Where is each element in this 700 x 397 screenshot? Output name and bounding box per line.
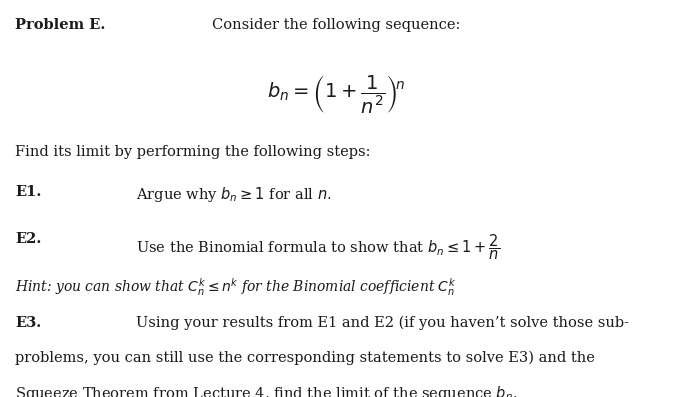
Text: Find its limit by performing the following steps:: Find its limit by performing the followi… bbox=[15, 145, 371, 159]
Text: Consider the following sequence:: Consider the following sequence: bbox=[212, 18, 460, 32]
Text: Argue why $b_n \geq 1$ for all $n$.: Argue why $b_n \geq 1$ for all $n$. bbox=[136, 185, 332, 204]
Text: E1.: E1. bbox=[15, 185, 42, 198]
Text: E2.: E2. bbox=[15, 232, 42, 246]
Text: problems, you can still use the corresponding statements to solve E3) and the: problems, you can still use the correspo… bbox=[15, 350, 595, 364]
Text: Problem E.: Problem E. bbox=[15, 18, 106, 32]
Text: Hint: you can show that $C_n^k \leq n^k$ for the Binomial coefficient $C_n^k$: Hint: you can show that $C_n^k \leq n^k$… bbox=[15, 276, 457, 298]
Text: Use the Binomial formula to show that $b_n \leq 1 + \dfrac{2}{n}$: Use the Binomial formula to show that $b… bbox=[136, 232, 500, 262]
Text: Using your results from E1 and E2 (if you haven’t solve those sub-: Using your results from E1 and E2 (if yo… bbox=[136, 316, 629, 330]
Text: $b_n = \left(1 + \dfrac{1}{n^2}\right)^{\!n}$: $b_n = \left(1 + \dfrac{1}{n^2}\right)^{… bbox=[267, 73, 405, 116]
Text: Squeeze Theorem from Lecture 4, find the limit of the sequence $b_n$.: Squeeze Theorem from Lecture 4, find the… bbox=[15, 384, 518, 397]
Text: E3.: E3. bbox=[15, 316, 42, 330]
